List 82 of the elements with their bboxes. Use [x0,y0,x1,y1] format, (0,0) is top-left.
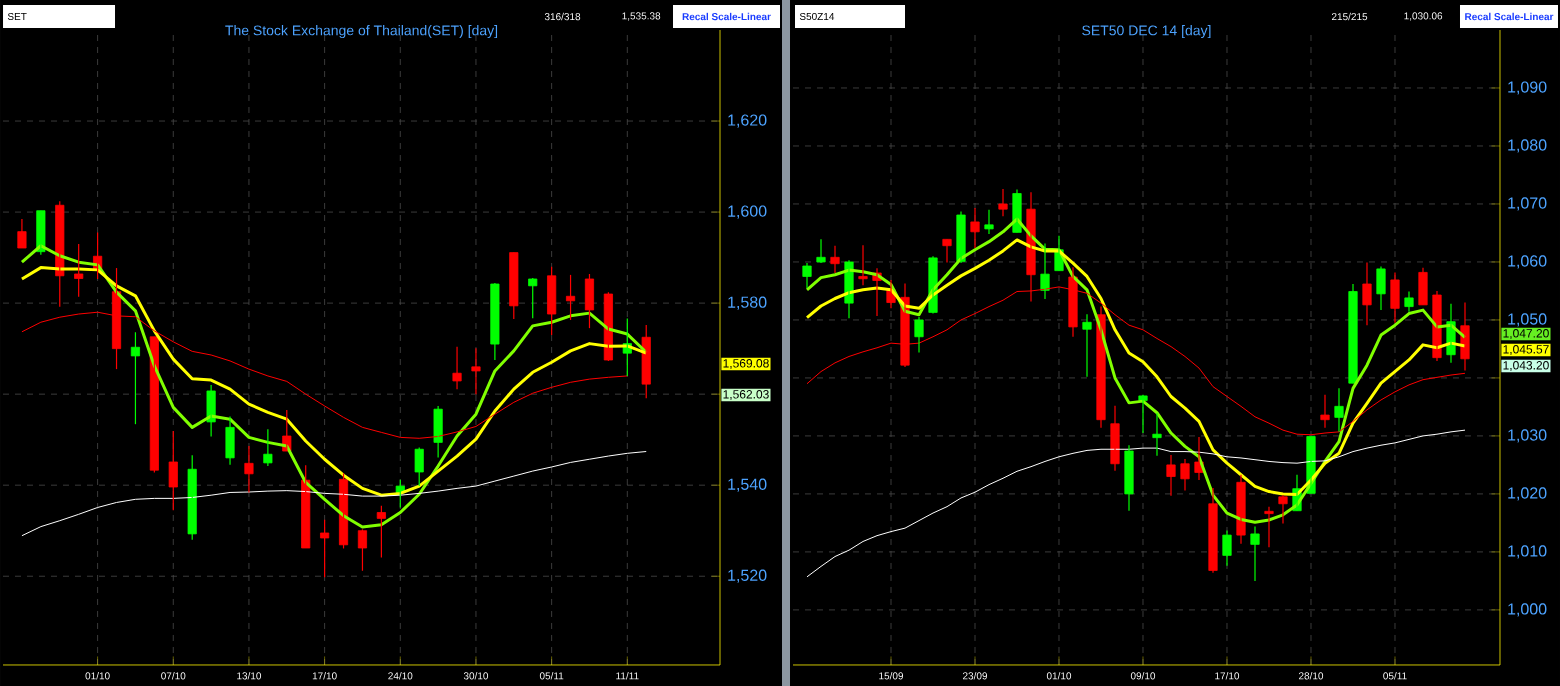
x-tick-label: 30/10 [463,672,489,680]
candlestick [1404,290,1414,313]
x-tick-label: 13/10 [237,672,262,680]
text: 1,535.38 [622,12,661,21]
candlestick [641,324,651,399]
line-series [21,451,647,537]
y-tick-label: 1,060 [1508,255,1547,269]
line-series [20,244,648,529]
x-tick-label: 17/10 [1215,672,1240,680]
y-tick-label: 1,070 [1508,197,1547,211]
x-tick-label: 05/11 [1383,672,1407,680]
candlestick [547,266,557,336]
candlestick [1166,454,1176,497]
candlestick [36,210,46,256]
candlestick [17,218,27,249]
candlestick [187,454,197,541]
text: 1,562.03 [723,390,769,400]
candlestick [74,243,84,298]
candlestick [452,346,462,390]
y-tick-label: 1,050 [1508,313,1547,327]
candlestick [1222,529,1232,567]
x-tick-label: 17/10 [312,672,337,680]
y-tick-label: 1,600 [728,205,767,219]
x-tick-label: 09/10 [1130,672,1156,680]
text: 1,045.57 [1503,345,1549,355]
candlestick [1124,444,1134,512]
text: Recal Scale-Linear [1465,12,1554,21]
candlestick [357,528,368,572]
y-tick-label: 1,030 [1508,429,1547,443]
candlestick [816,238,826,264]
candlestick [1278,494,1288,525]
y-tick-label: 1,000 [1508,603,1547,617]
y-tick-label: 1,620 [728,114,767,128]
candlestick [130,331,141,425]
candlestick [168,430,178,511]
y-tick-label: 1,080 [1508,139,1547,153]
text: Recal Scale-Linear [682,12,771,21]
text: 215/215 [1331,12,1368,21]
text: 1,030.06 [1404,12,1443,21]
candlestick [225,415,235,466]
candlestick [471,347,481,395]
chart-title: SET50 DEC 14 [day] [1082,25,1211,39]
x-tick-label: 11/11 [616,672,639,680]
candlestick [320,519,330,578]
candlestick [984,209,994,235]
candlestick [263,428,273,467]
y-tick-label: 1,090 [1508,81,1547,95]
x-tick-label: 24/10 [388,672,413,680]
text: S50Z14 [799,12,835,21]
candlestick [970,207,980,249]
text: 1,047.20 [1503,329,1549,339]
y-tick-label: 1,580 [728,296,767,310]
candlestick [584,273,595,329]
y-tick-label: 1,520 [728,569,767,583]
x-tick-label: 05/11 [539,672,564,680]
candlestick [1082,313,1092,378]
candlestick [414,446,424,487]
candlestick [301,464,311,549]
candlestick [1362,261,1372,326]
candlestick [1390,271,1400,324]
y-tick-label: 1,540 [728,478,767,492]
candlestick [1250,525,1260,582]
chart-title: The Stock Exchange of Thailand(SET) [day] [225,25,498,39]
text: 316/318 [544,12,581,21]
x-tick-label: 01/10 [85,672,110,680]
y-tick-label: 1,010 [1508,545,1547,559]
candlestick [509,251,519,320]
x-tick-label: 01/10 [1046,672,1072,680]
candlestick [1320,394,1330,429]
text: 1,569.08 [723,359,769,369]
x-tick-label: 28/10 [1298,672,1324,680]
candlestick [376,505,386,559]
x-tick-label: 07/10 [161,672,186,680]
text: 1,043.20 [1503,361,1549,371]
text: SET [7,12,27,21]
candlestick [1418,267,1428,306]
candlestick [528,277,538,319]
candlestick [998,188,1008,217]
x-tick-label: 23/09 [962,672,988,680]
x-tick-label: 15/09 [879,672,904,680]
y-tick-label: 1,020 [1508,487,1547,501]
candlestick [802,262,812,289]
